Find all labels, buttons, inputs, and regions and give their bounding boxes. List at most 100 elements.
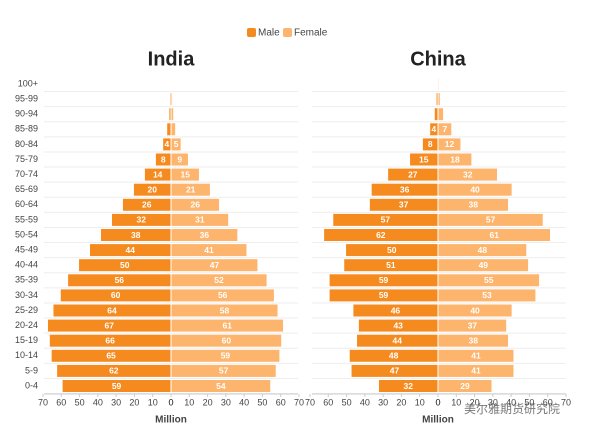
data-label: 4: [164, 139, 169, 149]
x-tick-label: 30: [488, 397, 498, 407]
bar: [47, 319, 171, 332]
data-label: 7: [443, 124, 448, 134]
panel-title: China: [410, 48, 466, 70]
y-tick-label: 95-99: [15, 93, 38, 103]
y-tick-label: 55-59: [15, 214, 38, 224]
data-label: 46: [391, 305, 401, 315]
legend-swatch: [283, 28, 292, 37]
bar: [438, 319, 507, 332]
bar: [438, 168, 498, 181]
bar: [329, 274, 438, 287]
bar: [329, 289, 438, 302]
data-label: 9: [177, 154, 182, 164]
bar: [371, 183, 438, 196]
data-label: 65: [106, 351, 116, 361]
x-tick-label: 20: [129, 397, 139, 407]
legend-label: Female: [294, 28, 328, 39]
data-label: 8: [428, 139, 433, 149]
x-tick-label: 0: [435, 397, 440, 407]
data-label: 47: [390, 366, 400, 376]
data-label: 47: [210, 260, 220, 270]
data-label: 48: [478, 245, 488, 255]
data-label: 40: [470, 184, 480, 194]
data-label: 4: [431, 124, 436, 134]
bar: [438, 244, 527, 257]
bar: [171, 289, 274, 302]
data-label: 36: [200, 230, 210, 240]
bar: [378, 380, 438, 392]
bar: [430, 123, 438, 136]
x-tick-label: 10: [451, 397, 461, 407]
data-label: 59: [379, 290, 389, 300]
bar: [438, 108, 444, 121]
bar: [171, 274, 267, 287]
x-tick-label: 10: [184, 397, 194, 407]
bar: [171, 138, 181, 151]
bar: [410, 153, 438, 166]
data-label: 21: [186, 184, 196, 194]
x-tick-label: 10: [415, 397, 425, 407]
bar: [438, 259, 529, 272]
bar: [171, 153, 188, 166]
x-tick-label: 20: [203, 397, 213, 407]
data-label: 50: [387, 245, 397, 255]
x-tick-label: 0: [435, 397, 440, 407]
x-tick-label: 50: [75, 397, 85, 407]
bar: [163, 138, 171, 151]
data-label: 57: [486, 215, 496, 225]
data-label: 41: [204, 245, 214, 255]
data-label: 53: [482, 290, 492, 300]
bar: [358, 319, 438, 332]
data-label: 57: [219, 366, 229, 376]
data-label: 52: [214, 275, 224, 285]
x-tick-label: 40: [360, 397, 370, 407]
bar: [438, 123, 452, 136]
bar: [171, 244, 247, 257]
data-label: 64: [107, 305, 117, 315]
bar: [171, 198, 220, 211]
bar: [57, 364, 171, 377]
bar: [369, 198, 438, 211]
y-tick-label: 0-4: [25, 380, 38, 390]
data-label: 58: [220, 305, 230, 315]
bar: [111, 213, 171, 226]
data-label: 41: [471, 351, 481, 361]
data-label: 44: [393, 335, 403, 345]
bar: [169, 108, 171, 121]
x-tick-label: 60: [56, 397, 66, 407]
y-tick-label: 35-39: [15, 275, 38, 285]
data-label: 60: [111, 290, 121, 300]
bar: [324, 229, 438, 241]
bar: [438, 213, 543, 226]
x-tick-label: 30: [221, 397, 231, 407]
y-tick-label: 80-84: [15, 139, 38, 149]
data-label: 40: [470, 305, 480, 315]
bar: [438, 138, 461, 151]
bar: [171, 168, 199, 181]
bar: [171, 123, 176, 136]
bar: [351, 364, 438, 377]
bar: [438, 274, 540, 287]
data-label: 61: [223, 320, 233, 330]
bar: [422, 138, 438, 151]
bar: [68, 274, 171, 287]
data-label: 27: [408, 169, 418, 179]
bar: [438, 304, 512, 317]
bar: [438, 334, 508, 347]
data-label: 32: [404, 381, 414, 391]
data-label: 14: [153, 169, 163, 179]
data-label: 15: [419, 154, 429, 164]
data-label: 55: [484, 275, 494, 285]
data-label: 36: [400, 184, 410, 194]
data-label: 29: [460, 381, 470, 391]
x-axis-label: Million: [155, 415, 187, 426]
bar: [53, 304, 171, 317]
bar: [60, 289, 171, 302]
bar: [438, 229, 551, 241]
y-tick-label: 5-9: [25, 365, 38, 375]
bar: [434, 108, 438, 121]
data-label: 32: [137, 215, 147, 225]
data-label: 59: [379, 275, 389, 285]
y-tick-label: 20-24: [15, 320, 38, 330]
